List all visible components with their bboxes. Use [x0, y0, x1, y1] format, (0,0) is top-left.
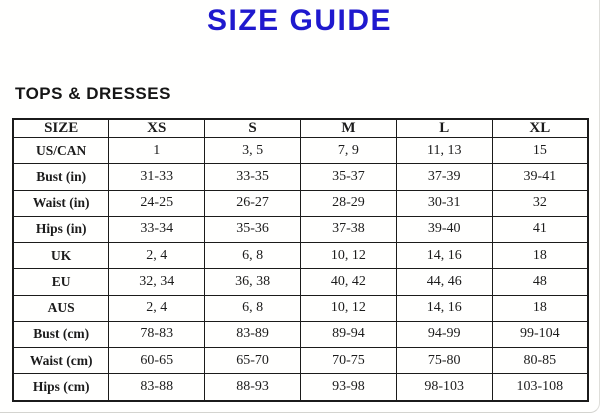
column-header: M	[299, 118, 397, 138]
size-value-cell: 65-70	[204, 347, 301, 375]
column-header: XS	[108, 118, 206, 138]
size-value-cell: 6, 8	[204, 242, 301, 270]
size-value-cell: 18	[491, 242, 589, 270]
table-row: Waist (in) 24-25 26-27 28-29 30-31 32	[12, 189, 589, 217]
size-table-head: SIZE XS S M L XL	[12, 118, 589, 138]
size-value-cell: 80-85	[491, 347, 589, 375]
size-value-cell: 15	[491, 136, 589, 165]
size-value-cell: 75-80	[395, 347, 493, 375]
row-label: Bust (in)	[12, 163, 110, 191]
column-header: S	[204, 118, 301, 138]
size-value-cell: 93-98	[299, 373, 397, 402]
size-value-cell: 18	[491, 294, 589, 322]
table-row: UK 2, 4 6, 8 10, 12 14, 16 18	[12, 242, 589, 270]
size-value-cell: 83-88	[108, 373, 206, 402]
size-value-cell: 33-34	[108, 215, 206, 244]
size-value-cell: 26-27	[204, 189, 301, 217]
section-heading-tops-dresses: TOPS & DRESSES	[15, 84, 171, 103]
table-row: Bust (cm) 78-83 83-89 89-94 94-99 99-104	[12, 320, 589, 349]
size-value-cell: 83-89	[204, 320, 301, 349]
column-header-size: SIZE	[12, 118, 110, 138]
size-value-cell: 70-75	[299, 347, 397, 375]
size-value-cell: 60-65	[108, 347, 206, 375]
row-label: US/CAN	[12, 136, 110, 165]
size-value-cell: 36, 38	[204, 268, 301, 296]
size-value-cell: 28-29	[299, 189, 397, 217]
row-label: Hips (in)	[12, 215, 110, 244]
size-value-cell: 33-35	[204, 163, 301, 191]
size-value-cell: 10, 12	[299, 294, 397, 322]
size-value-cell: 89-94	[299, 320, 397, 349]
table-row: US/CAN 1 3, 5 7, 9 11, 13 15	[12, 136, 589, 165]
size-value-cell: 39-41	[491, 163, 589, 191]
size-value-cell: 35-36	[204, 215, 301, 244]
size-value-cell: 24-25	[108, 189, 206, 217]
size-value-cell: 14, 16	[395, 294, 493, 322]
row-label: Bust (cm)	[12, 320, 110, 349]
size-value-cell: 40, 42	[299, 268, 397, 296]
size-value-cell: 94-99	[395, 320, 493, 349]
table-row: Hips (in) 33-34 35-36 37-38 39-40 41	[12, 215, 589, 244]
size-value-cell: 11, 13	[395, 136, 493, 165]
size-value-cell: 1	[108, 136, 206, 165]
size-value-cell: 88-93	[204, 373, 301, 402]
size-table: SIZE XS S M L XL US/CAN 1 3, 5 7, 9 11, 13 15 Bust …	[12, 118, 589, 402]
size-value-cell: 3, 5	[204, 136, 301, 165]
size-value-cell: 32	[491, 189, 589, 217]
size-value-cell: 44, 46	[395, 268, 493, 296]
table-row: Hips (cm) 83-88 88-93 93-98 98-103 103-108	[12, 373, 589, 402]
column-header: L	[395, 118, 493, 138]
table-row: AUS 2, 4 6, 8 10, 12 14, 16 18	[12, 294, 589, 322]
size-value-cell: 78-83	[108, 320, 206, 349]
size-value-cell: 2, 4	[108, 294, 206, 322]
size-value-cell: 48	[491, 268, 589, 296]
size-value-cell: 37-38	[299, 215, 397, 244]
row-label: Hips (cm)	[12, 373, 110, 402]
table-row: EU 32, 34 36, 38 40, 42 44, 46 48	[12, 268, 589, 296]
size-value-cell: 10, 12	[299, 242, 397, 270]
row-label: EU	[12, 268, 110, 296]
size-value-cell: 41	[491, 215, 589, 244]
column-header: XL	[491, 118, 589, 138]
size-value-cell: 6, 8	[204, 294, 301, 322]
size-value-cell: 30-31	[395, 189, 493, 217]
size-value-cell: 7, 9	[299, 136, 397, 165]
table-row: Waist (cm) 60-65 65-70 70-75 75-80 80-85	[12, 347, 589, 375]
size-value-cell: 103-108	[491, 373, 589, 402]
size-table-body: US/CAN 1 3, 5 7, 9 11, 13 15 Bust (in) 31-33 33-…	[12, 136, 589, 402]
size-value-cell: 35-37	[299, 163, 397, 191]
size-value-cell: 37-39	[395, 163, 493, 191]
size-value-cell: 32, 34	[108, 268, 206, 296]
size-value-cell: 31-33	[108, 163, 206, 191]
row-label: AUS	[12, 294, 110, 322]
size-value-cell: 99-104	[491, 320, 589, 349]
row-label: Waist (cm)	[12, 347, 110, 375]
table-row: Bust (in) 31-33 33-35 35-37 37-39 39-41	[12, 163, 589, 191]
size-value-cell: 98-103	[395, 373, 493, 402]
row-label: UK	[12, 242, 110, 270]
size-value-cell: 2, 4	[108, 242, 206, 270]
row-label: Waist (in)	[12, 189, 110, 217]
size-value-cell: 39-40	[395, 215, 493, 244]
page-title: SIZE GUIDE	[206, 4, 393, 37]
size-table-header-row: SIZE XS S M L XL	[12, 118, 589, 138]
size-value-cell: 14, 16	[395, 242, 493, 270]
